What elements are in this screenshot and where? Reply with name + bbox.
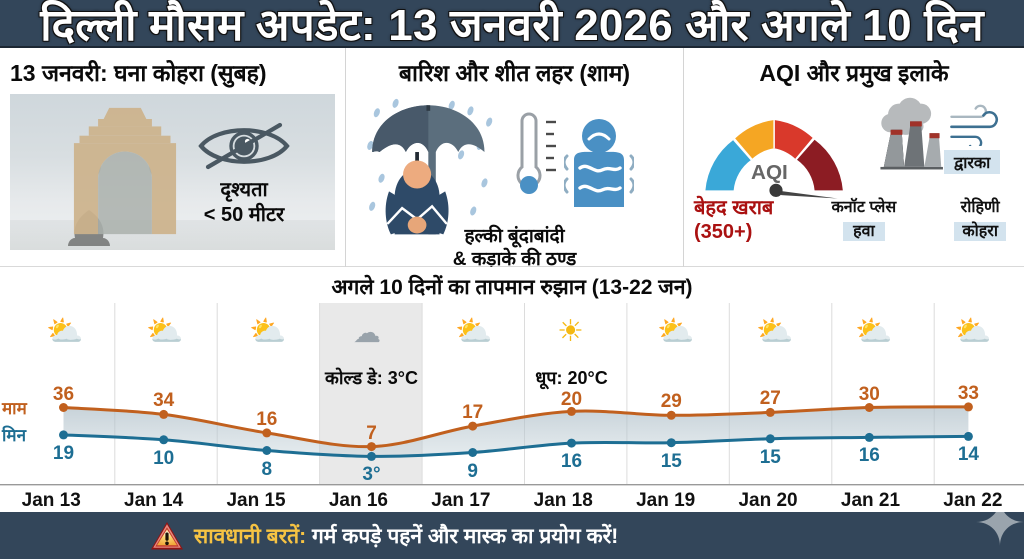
svg-text:AQI: AQI <box>751 161 788 184</box>
